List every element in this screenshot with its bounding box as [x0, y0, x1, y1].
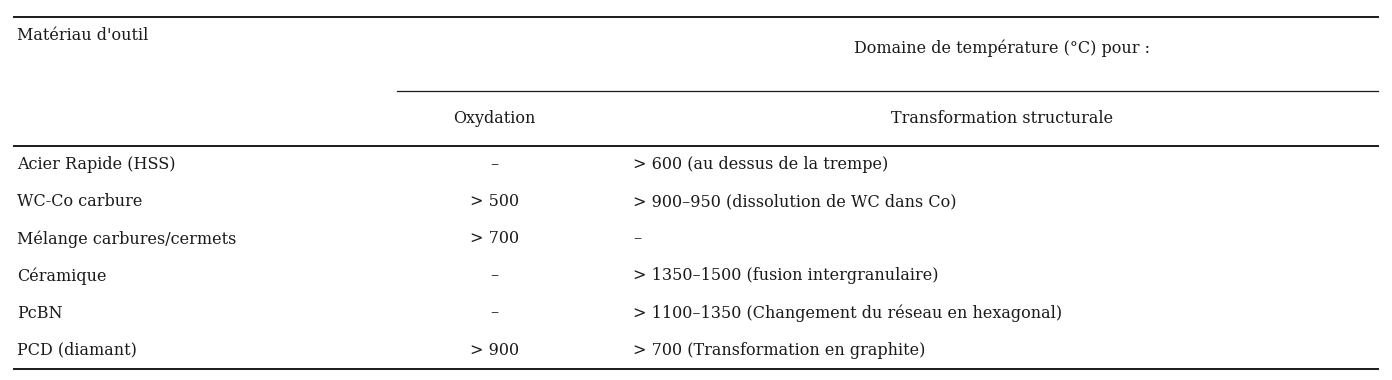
Text: > 1100–1350 (Changement du réseau en hexagonal): > 1100–1350 (Changement du réseau en hex…: [633, 304, 1062, 322]
Text: –: –: [633, 230, 642, 247]
Text: Céramique: Céramique: [17, 267, 106, 285]
Text: > 600 (au dessus de la trempe): > 600 (au dessus de la trempe): [633, 156, 888, 173]
Text: Matériau d'outil: Matériau d'outil: [17, 27, 148, 44]
Text: Oxydation: Oxydation: [452, 110, 536, 127]
Text: Transformation structurale: Transformation structurale: [891, 110, 1114, 127]
Text: Acier Rapide (HSS): Acier Rapide (HSS): [17, 156, 175, 173]
Text: > 700 (Transformation en graphite): > 700 (Transformation en graphite): [633, 342, 926, 359]
Text: –: –: [490, 156, 498, 173]
Text: > 500: > 500: [469, 193, 519, 211]
Text: > 700: > 700: [469, 230, 519, 247]
Text: > 1350–1500 (fusion intergranulaire): > 1350–1500 (fusion intergranulaire): [633, 268, 938, 285]
Text: Domaine de température (°C) pour :: Domaine de température (°C) pour :: [855, 40, 1150, 57]
Text: –: –: [490, 304, 498, 321]
Text: Mélange carbures/cermets: Mélange carbures/cermets: [17, 230, 237, 248]
Text: PcBN: PcBN: [17, 304, 63, 321]
Text: –: –: [490, 268, 498, 285]
Text: > 900: > 900: [469, 342, 519, 359]
Text: WC-Co carbure: WC-Co carbure: [17, 193, 142, 211]
Text: > 900–950 (dissolution de WC dans Co): > 900–950 (dissolution de WC dans Co): [633, 193, 956, 211]
Text: PCD (diamant): PCD (diamant): [17, 342, 136, 359]
